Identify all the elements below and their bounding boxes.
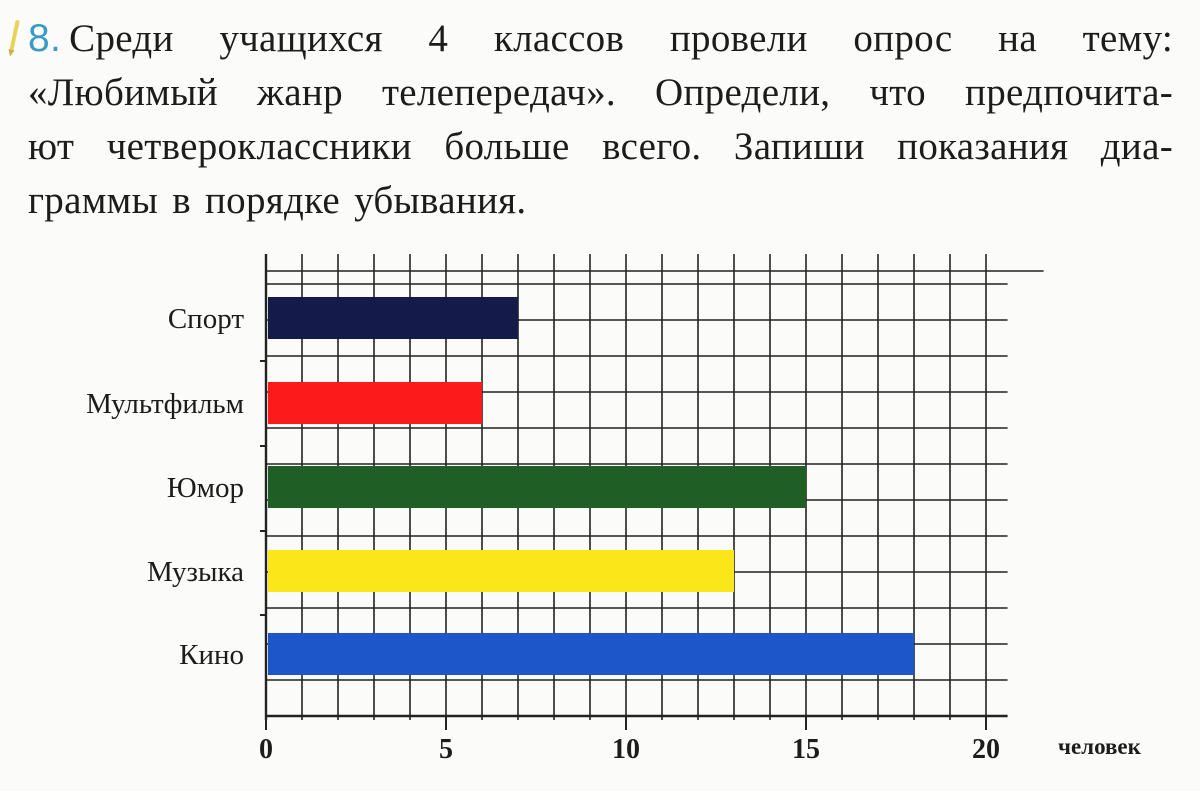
category-labels: Спорт Мультфильм Юмор Музыка Кино bbox=[86, 303, 244, 671]
category-label: Спорт bbox=[168, 303, 244, 335]
bar-1 bbox=[268, 297, 518, 339]
bar-2 bbox=[268, 382, 482, 424]
category-label: Юмор bbox=[167, 472, 244, 504]
x-tick-label: 15 bbox=[792, 734, 820, 765]
x-tick-label: 20 bbox=[972, 734, 1000, 765]
x-tick-label: 0 bbox=[259, 734, 273, 765]
problem-line-1-text: Среди учащихся 4 классов провели опрос н… bbox=[69, 17, 1173, 60]
x-tick-labels: 0 5 10 15 20 bbox=[259, 734, 1000, 765]
problem-line-3: ют четвероклассники больше всего. Запиши… bbox=[28, 125, 1173, 168]
problem-line-1: 8. Среди учащихся 4 классов провели опрос… bbox=[28, 12, 1173, 66]
chart-bars bbox=[268, 297, 914, 675]
problem-line-4: граммы в порядке убывания. bbox=[28, 179, 527, 222]
x-axis-unit-label: человек bbox=[1058, 734, 1142, 759]
category-label: Музыка bbox=[147, 556, 244, 588]
bar-4 bbox=[268, 550, 734, 592]
x-tick-label: 10 bbox=[612, 734, 640, 765]
problem-number: 8. bbox=[28, 17, 62, 60]
problem-text: 8. Среди учащихся 4 классов провели опрос… bbox=[28, 12, 1173, 228]
category-label: Кино bbox=[179, 639, 244, 671]
problem-line-2: «Любимый жанр телепередач». Определи, чт… bbox=[28, 71, 1173, 114]
bar-3 bbox=[268, 466, 806, 508]
category-label: Мультфильм bbox=[86, 388, 244, 420]
x-tick-label: 5 bbox=[439, 734, 453, 765]
pencil-marker-icon bbox=[8, 18, 20, 58]
bar-5 bbox=[268, 633, 914, 675]
